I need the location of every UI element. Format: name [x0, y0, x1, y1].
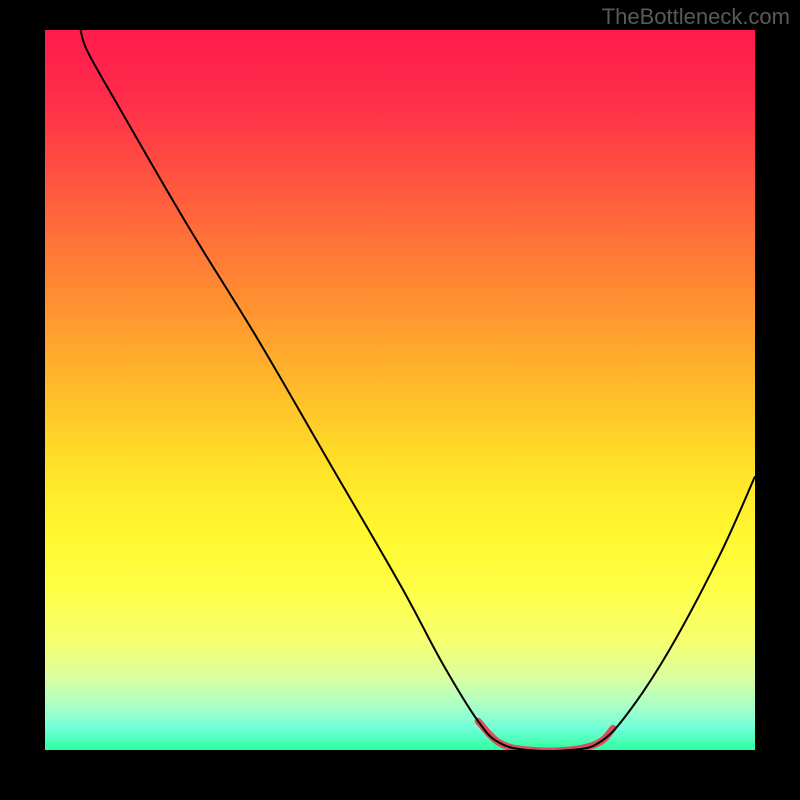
main-curve-line [81, 30, 756, 750]
chart-curve-layer [45, 30, 755, 750]
watermark-text: TheBottleneck.com [602, 4, 790, 30]
chart-plot-area [45, 30, 755, 750]
